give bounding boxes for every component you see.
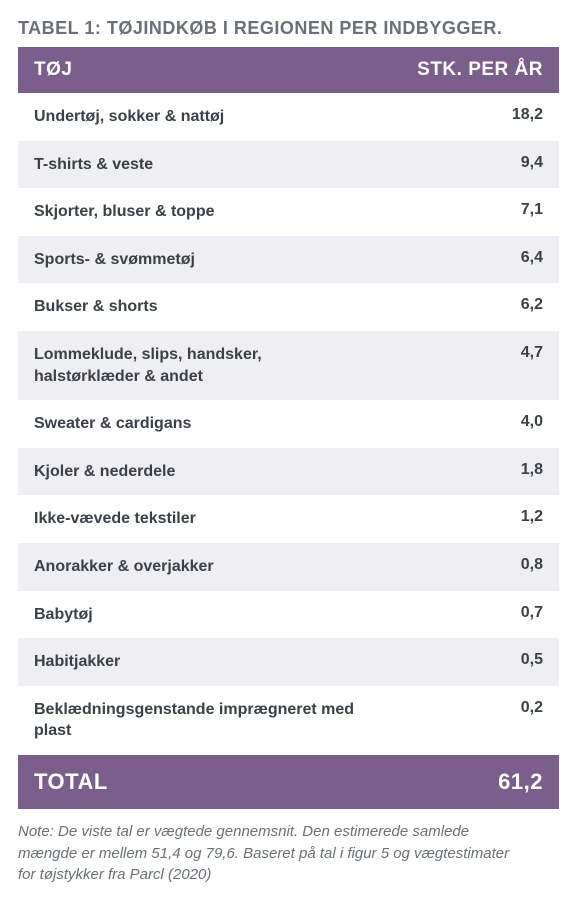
row-label: Kjoler & nederdele bbox=[34, 461, 175, 483]
table-row: Skjorter, bluser & toppe 7,1 bbox=[18, 188, 559, 236]
row-value: 0,8 bbox=[505, 556, 543, 574]
row-value: 0,2 bbox=[505, 699, 543, 717]
table-total-row: TOTAL 61,2 bbox=[18, 755, 559, 809]
row-label: Skjorter, bluser & toppe bbox=[34, 201, 214, 223]
clothing-table: TØJ STK. PER ÅR Undertøj, sokker & nattø… bbox=[18, 47, 559, 809]
table-header-row: TØJ STK. PER ÅR bbox=[18, 47, 559, 93]
row-value: 7,1 bbox=[505, 201, 543, 219]
row-value: 9,4 bbox=[505, 154, 543, 172]
row-label: Bukser & shorts bbox=[34, 296, 158, 318]
table-row: Anorakker & overjakker 0,8 bbox=[18, 543, 559, 591]
row-value: 0,7 bbox=[505, 604, 543, 622]
row-value: 4,7 bbox=[505, 344, 543, 362]
row-value: 1,8 bbox=[505, 461, 543, 479]
row-label: Sweater & cardigans bbox=[34, 413, 191, 435]
row-label: Sports- & svømmetøj bbox=[34, 249, 195, 271]
row-value: 0,5 bbox=[505, 651, 543, 669]
row-value: 6,2 bbox=[505, 296, 543, 314]
row-label: Undertøj, sokker & nattøj bbox=[34, 106, 224, 128]
row-label: Lommeklude, slips, handsker, halstørklæd… bbox=[34, 344, 364, 387]
table-row: Sweater & cardigans 4,0 bbox=[18, 400, 559, 448]
row-label: Beklædningsgenstande imprægneret med pla… bbox=[34, 699, 364, 742]
table-title: TABEL 1: TØJINDKØB I REGIONEN PER INDBYG… bbox=[18, 18, 559, 39]
row-value: 4,0 bbox=[505, 413, 543, 431]
table-row: Lommeklude, slips, handsker, halstørklæd… bbox=[18, 331, 559, 400]
table-row: Habitjakker 0,5 bbox=[18, 638, 559, 686]
row-label: Ikke-vævede tekstiler bbox=[34, 508, 196, 530]
total-value: 61,2 bbox=[498, 769, 543, 795]
table-row: Babytøj 0,7 bbox=[18, 591, 559, 639]
total-label: TOTAL bbox=[34, 769, 108, 795]
table-row: T-shirts & veste 9,4 bbox=[18, 141, 559, 189]
row-label: Habitjakker bbox=[34, 651, 120, 673]
table-row: Sports- & svømmetøj 6,4 bbox=[18, 236, 559, 284]
col-header-left: TØJ bbox=[34, 59, 72, 81]
table-row: Ikke-vævede tekstiler 1,2 bbox=[18, 495, 559, 543]
row-label: Anorakker & overjakker bbox=[34, 556, 214, 578]
row-value: 6,4 bbox=[505, 249, 543, 267]
table-row: Kjoler & nederdele 1,8 bbox=[18, 448, 559, 496]
table-footnote: Note: De viste tal er vægtede gennemsnit… bbox=[18, 821, 528, 886]
table-row: Undertøj, sokker & nattøj 18,2 bbox=[18, 93, 559, 141]
row-value: 1,2 bbox=[505, 508, 543, 526]
row-label: Babytøj bbox=[34, 604, 93, 626]
table-row: Bukser & shorts 6,2 bbox=[18, 283, 559, 331]
row-label: T-shirts & veste bbox=[34, 154, 153, 176]
col-header-right: STK. PER ÅR bbox=[417, 59, 543, 81]
table-row: Beklædningsgenstande imprægneret med pla… bbox=[18, 686, 559, 755]
row-value: 18,2 bbox=[496, 106, 543, 124]
